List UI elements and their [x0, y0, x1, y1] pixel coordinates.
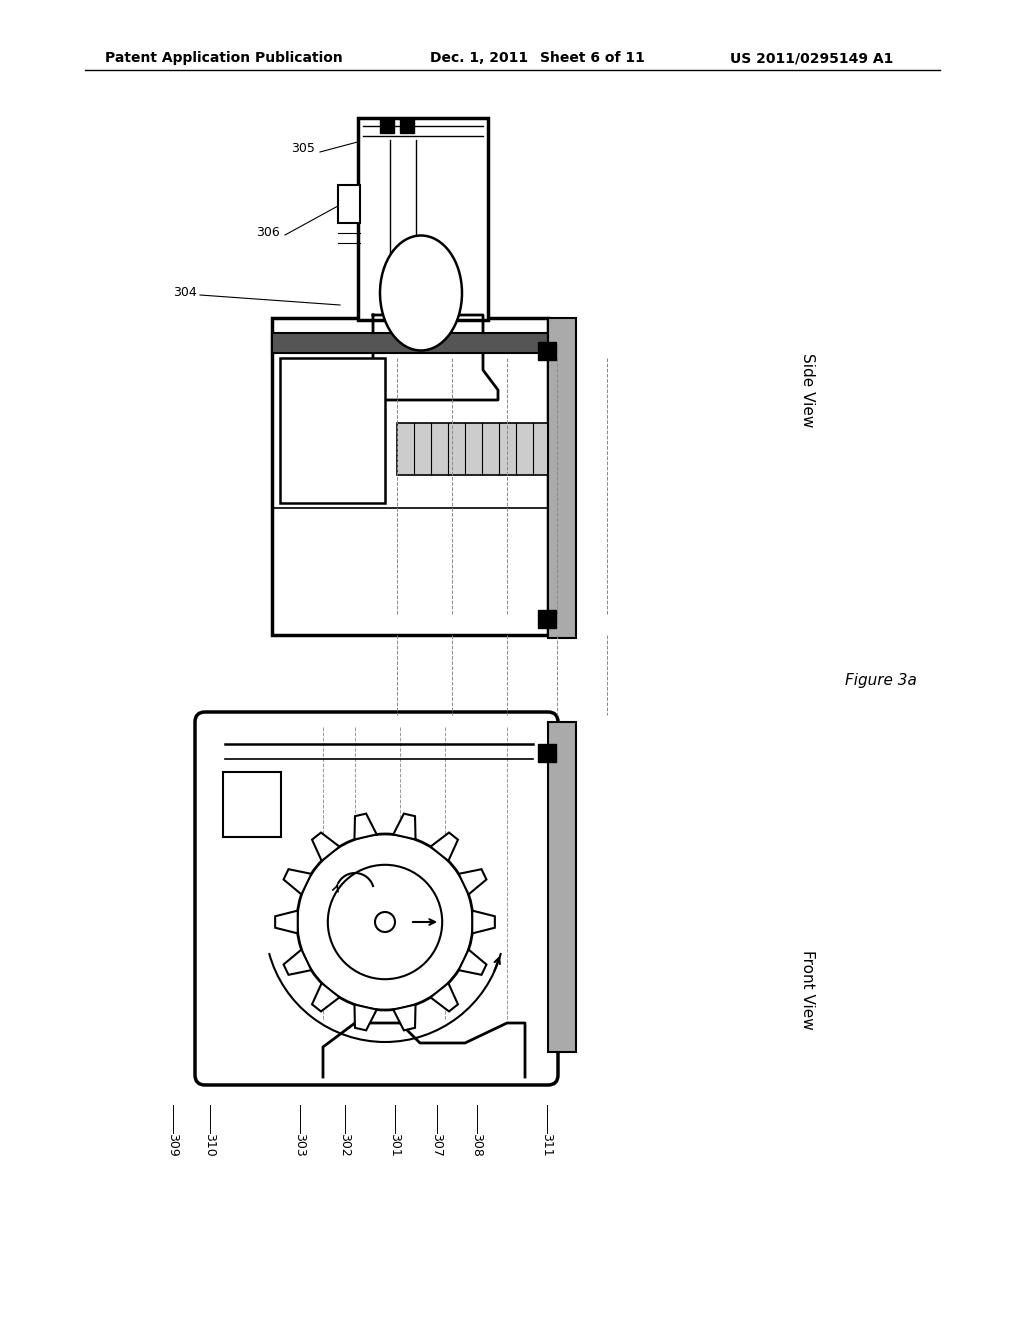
Text: US 2011/0295149 A1: US 2011/0295149 A1	[730, 51, 893, 65]
Polygon shape	[275, 911, 298, 933]
FancyBboxPatch shape	[548, 722, 575, 1052]
Polygon shape	[354, 813, 377, 840]
Text: 305: 305	[291, 141, 315, 154]
Text: 310: 310	[204, 1133, 216, 1156]
FancyBboxPatch shape	[223, 772, 281, 837]
FancyBboxPatch shape	[272, 333, 548, 352]
Polygon shape	[393, 1005, 416, 1031]
Ellipse shape	[380, 235, 462, 351]
FancyBboxPatch shape	[338, 185, 360, 223]
FancyBboxPatch shape	[272, 318, 548, 635]
Polygon shape	[284, 869, 311, 895]
Circle shape	[297, 834, 473, 1010]
FancyBboxPatch shape	[380, 119, 394, 133]
Polygon shape	[459, 949, 486, 974]
Text: 307: 307	[430, 1133, 443, 1156]
Polygon shape	[393, 813, 416, 840]
Text: 304: 304	[173, 285, 197, 298]
Text: Side View: Side View	[800, 352, 815, 428]
Text: 306: 306	[256, 226, 280, 239]
Circle shape	[375, 912, 395, 932]
FancyBboxPatch shape	[280, 358, 385, 503]
FancyBboxPatch shape	[400, 119, 414, 133]
FancyBboxPatch shape	[538, 610, 556, 628]
FancyBboxPatch shape	[358, 117, 488, 319]
FancyBboxPatch shape	[538, 342, 556, 360]
Polygon shape	[472, 911, 495, 933]
Circle shape	[328, 865, 442, 979]
Text: Patent Application Publication: Patent Application Publication	[105, 51, 343, 65]
Polygon shape	[459, 869, 486, 895]
Text: 309: 309	[167, 1133, 179, 1156]
Text: 311: 311	[541, 1133, 554, 1156]
Polygon shape	[354, 1005, 377, 1031]
Text: 301: 301	[388, 1133, 401, 1156]
Polygon shape	[430, 833, 458, 861]
Polygon shape	[284, 949, 311, 974]
Text: 308: 308	[470, 1133, 483, 1156]
Text: Front View: Front View	[800, 950, 815, 1030]
Polygon shape	[312, 833, 340, 861]
Polygon shape	[430, 983, 458, 1011]
Text: Figure 3a: Figure 3a	[845, 672, 916, 688]
FancyBboxPatch shape	[548, 318, 575, 638]
Text: Sheet 6 of 11: Sheet 6 of 11	[540, 51, 645, 65]
FancyBboxPatch shape	[397, 422, 552, 475]
Polygon shape	[312, 983, 340, 1011]
FancyBboxPatch shape	[195, 711, 558, 1085]
FancyBboxPatch shape	[538, 744, 556, 762]
Text: Dec. 1, 2011: Dec. 1, 2011	[430, 51, 528, 65]
Text: 302: 302	[339, 1133, 351, 1156]
Text: 303: 303	[294, 1133, 306, 1156]
